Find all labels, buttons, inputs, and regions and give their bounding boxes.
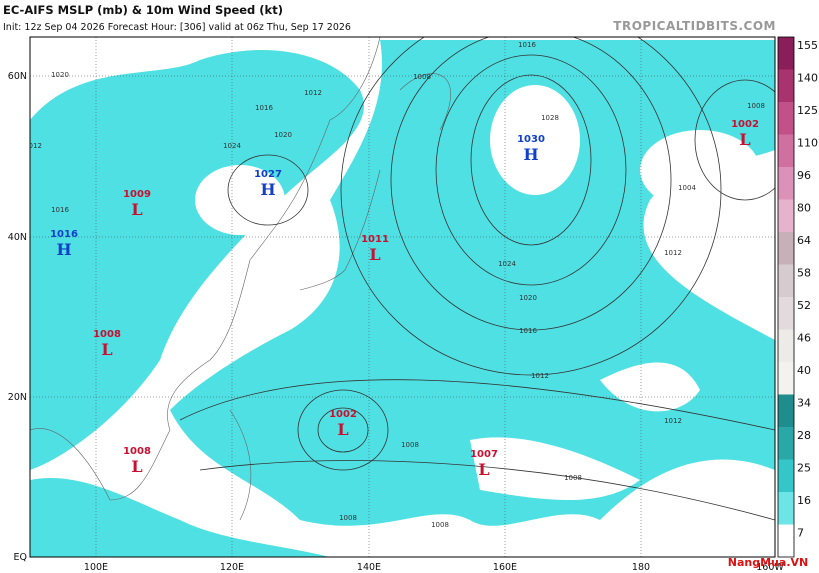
isobar-label: 1008 (747, 102, 765, 110)
lon-label: 160W (756, 562, 784, 573)
isobar-label: 1008 (413, 73, 431, 81)
lon-label: 100E (84, 562, 108, 573)
isobar-label: 1020 (274, 131, 292, 139)
colorbar-label: 140 (797, 72, 818, 85)
colorbar-label: 125 (797, 104, 818, 117)
lat-label: EQ (14, 552, 27, 563)
colorbar-swatch (778, 362, 794, 395)
pressure-value: 1002 (329, 409, 357, 420)
isobar-label: 1012 (304, 89, 322, 97)
colorbar-label: 7 (797, 527, 804, 540)
colorbar-swatch (778, 199, 794, 233)
source: TROPICALTIDBITS.COM (613, 19, 776, 33)
colorbar-swatch (778, 492, 794, 525)
colorbar-label: 28 (797, 429, 811, 442)
isobar-label: 1012 (664, 417, 682, 425)
isobar-label: 1020 (519, 294, 537, 302)
pressure-center: L (101, 340, 112, 359)
isobar-label: 1012 (664, 249, 682, 257)
colorbar-label: 96 (797, 169, 811, 182)
pressure-center: H (260, 180, 275, 199)
colorbar-swatch (778, 427, 794, 460)
lat-label: 40N (8, 232, 27, 243)
isobar-label: 1016 (518, 41, 536, 49)
colorbar-label: 58 (797, 267, 811, 280)
colorbar-label: 40 (797, 364, 811, 377)
lon-label: 120E (220, 562, 244, 573)
colorbar-swatch (778, 232, 794, 265)
colorbar-swatch (778, 37, 794, 70)
colorbar-swatch (778, 459, 794, 493)
isobar-label: 1008 (401, 441, 419, 449)
lon-label: 180 (632, 562, 650, 573)
isobar-label: 1024 (223, 142, 241, 150)
pressure-value: 1027 (254, 169, 282, 180)
isobar-label: 1004 (678, 184, 696, 192)
isobar-label: 1012 (531, 372, 549, 380)
colorbar-swatch (778, 134, 794, 168)
lat-label: 20N (8, 392, 27, 403)
colorbar-label: 110 (797, 137, 818, 150)
isobar-label: 1012 (24, 142, 42, 150)
pressure-center: L (369, 245, 380, 264)
colorbar-swatch (778, 69, 794, 103)
isobar-label: 1016 (51, 206, 69, 214)
pressure-center: H (56, 240, 71, 259)
lon-label: 160E (493, 562, 517, 573)
pressure-value: 1009 (123, 189, 151, 200)
pressure-center: L (131, 200, 142, 219)
colorbar-swatch (778, 394, 794, 428)
pressure-value: 1008 (123, 446, 151, 457)
isobar-label: 1008 (564, 474, 582, 482)
watermark: NangMua.VN (728, 556, 808, 569)
colorbar-label: 46 (797, 332, 811, 345)
colorbar-swatch (778, 297, 794, 330)
isobar-label: 1016 (519, 327, 537, 335)
colorbar-label: 34 (797, 397, 811, 410)
isobar-label: 1008 (431, 521, 449, 529)
isobar-label: 1028 (541, 114, 559, 122)
pressure-center: L (131, 457, 142, 476)
pressure-center: L (337, 420, 348, 439)
pressure-value: 1002 (731, 119, 759, 130)
pressure-value: 1008 (93, 329, 121, 340)
isobar-label: 1008 (339, 514, 357, 522)
subtitle: Init: 12z Sep 04 2026 Forecast Hour: [30… (3, 22, 351, 33)
title: EC-AIFS MSLP (mb) & 10m Wind Speed (kt) (3, 3, 283, 17)
colorbar-label: 16 (797, 494, 811, 507)
lat-label: 60N (8, 71, 27, 82)
pressure-center: H (523, 145, 538, 164)
colorbar-label: 64 (797, 234, 811, 247)
isobar-label: 1020 (51, 71, 69, 79)
colorbar-swatch (778, 167, 794, 200)
pressure-value: 1030 (517, 134, 545, 145)
colorbar-label: 80 (797, 202, 811, 215)
colorbar-swatch (778, 264, 794, 298)
colorbar-swatch (778, 524, 794, 558)
colorbar-label: 155 (797, 39, 818, 52)
colorbar-swatch (778, 102, 794, 135)
isobar-label: 1016 (255, 104, 273, 112)
pressure-center: L (739, 130, 750, 149)
pressure-center: L (478, 460, 489, 479)
colorbar-swatch (778, 329, 794, 363)
lon-label: 140E (357, 562, 381, 573)
isobar-label: 1024 (498, 260, 516, 268)
pressure-value: 1011 (361, 234, 389, 245)
colorbar-label: 25 (797, 462, 811, 475)
colorbar-frame (777, 36, 795, 558)
map-area: 1016 1020 1008 1012 1016 1020 1024 1028 1020 1024… (24, 37, 775, 557)
colorbar-label: 52 (797, 299, 811, 312)
pressure-value: 1007 (470, 449, 498, 460)
pressure-value: 1016 (50, 229, 78, 240)
